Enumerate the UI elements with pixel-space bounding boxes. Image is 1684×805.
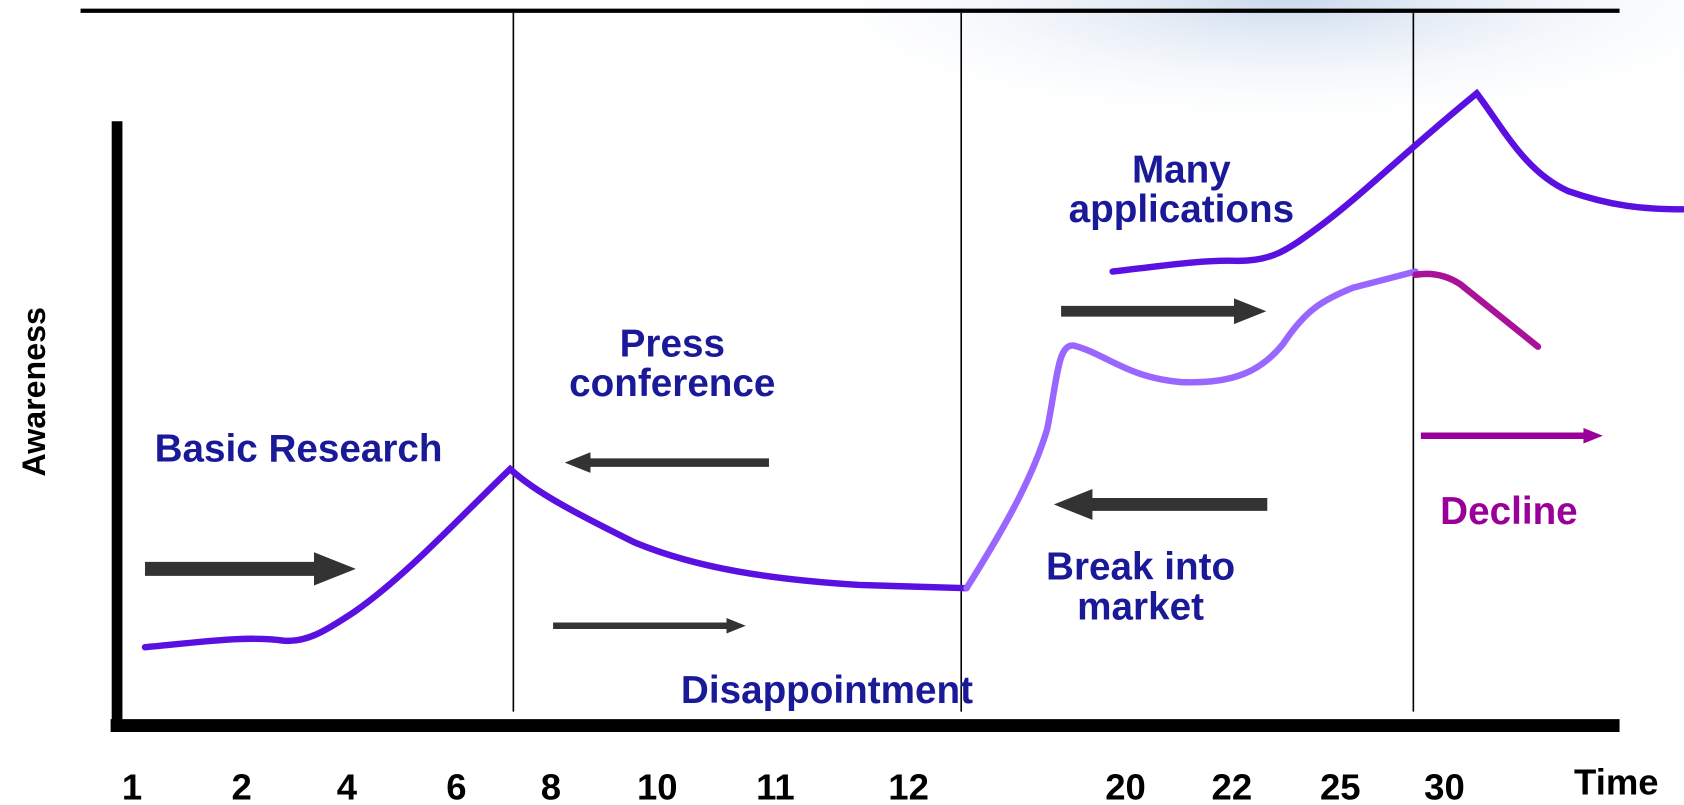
y-axis-label: Awareness [16, 307, 52, 476]
annotation: Press [620, 322, 725, 365]
annotation: conference [569, 362, 775, 405]
background-cloud [838, 0, 1684, 161]
x-label: 22 [1212, 767, 1253, 805]
x-label: 8 [541, 767, 561, 805]
diagram: Awareness Time 1246810111220222530 Basic… [0, 0, 1684, 805]
x-label: 1 [122, 767, 142, 805]
x-label: 10 [637, 767, 678, 805]
x-label: 4 [337, 767, 358, 805]
x-label: 12 [888, 767, 929, 805]
annotation: Many [1132, 148, 1231, 191]
annotation: Break into [1046, 546, 1235, 589]
x-label: 25 [1320, 767, 1361, 805]
annotation: market [1077, 585, 1204, 628]
x-label: 20 [1105, 767, 1146, 805]
x-label: 30 [1424, 767, 1465, 805]
x-label: 2 [231, 767, 251, 805]
annotation: Decline [1440, 490, 1577, 533]
annotation: applications [1069, 188, 1295, 231]
annotation: Basic Research [155, 428, 443, 471]
annotation: Disappointment [681, 669, 973, 712]
x-label: 6 [446, 767, 466, 805]
curves [145, 93, 1684, 647]
x-axis-label: Time [1574, 761, 1659, 802]
x-label: 11 [756, 767, 795, 805]
